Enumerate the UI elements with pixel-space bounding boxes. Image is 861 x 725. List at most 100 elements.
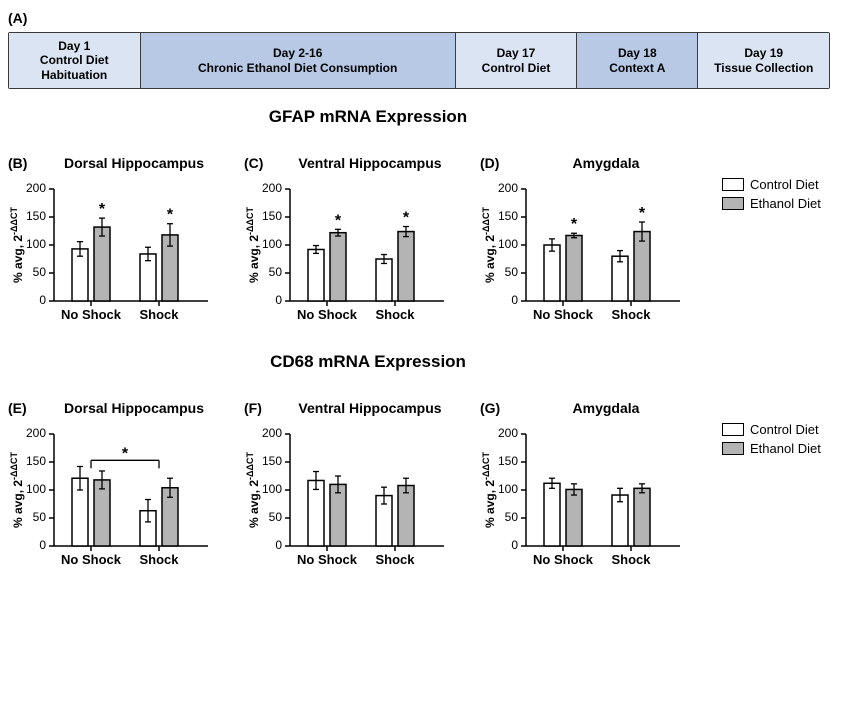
svg-text:No Shock: No Shock: [533, 307, 594, 322]
svg-text:0: 0: [275, 293, 282, 307]
svg-text:Shock: Shock: [139, 307, 179, 322]
svg-text:150: 150: [26, 209, 46, 223]
legend-swatch: [722, 423, 744, 436]
svg-text:50: 50: [269, 265, 283, 279]
svg-text:% avg, 2-ΔΔCT: % avg, 2-ΔΔCT: [481, 452, 497, 528]
timeline-cell: Day 17Control Diet: [456, 33, 577, 88]
timeline-day: Day 18: [618, 46, 657, 60]
timeline-desc: Control DietHabituation: [40, 53, 109, 82]
chart-title: Ventral Hippocampus: [266, 155, 474, 171]
svg-text:50: 50: [33, 510, 47, 524]
chart-head: (C)Ventral Hippocampus: [244, 137, 474, 171]
legend-swatch: [722, 197, 744, 210]
panel-letter: (G): [480, 400, 502, 416]
svg-text:200: 200: [498, 181, 518, 195]
bar-chart-D: 050100150200% avg, 2-ΔΔCT*No Shock*Shock: [480, 173, 690, 333]
chart-block: (F)Ventral Hippocampus 0 50 100 150 200% avg,…: [244, 382, 474, 583]
chart-legend: Control Diet Ethanol Diet: [722, 422, 821, 460]
chart-title: Amygdala: [502, 400, 710, 416]
timeline-cell: Day 19Tissue Collection: [698, 33, 829, 88]
svg-text:*: *: [122, 445, 129, 462]
panel-letter: (D): [480, 155, 502, 171]
bar-chart-F: 050100150200% avg, 2-ΔΔCTNo ShockShock: [244, 418, 454, 578]
legend-swatch: [722, 178, 744, 191]
svg-text:No Shock: No Shock: [297, 552, 358, 567]
svg-text:0: 0: [275, 538, 282, 552]
legend-label: Control Diet: [750, 177, 819, 192]
chart-title: Ventral Hippocampus: [266, 400, 474, 416]
svg-text:No Shock: No Shock: [61, 307, 122, 322]
chart-legend: Control Diet Ethanol Diet: [722, 177, 821, 215]
panel-letter: (F): [244, 400, 266, 416]
chart-title: Amygdala: [502, 155, 710, 171]
svg-text:200: 200: [498, 426, 518, 440]
panel-letter-a: (A): [8, 10, 27, 26]
timeline-desc: Control Diet: [482, 61, 551, 75]
chart-block: (E)Dorsal Hippocampus050100150200% avg, …: [8, 382, 238, 583]
chart-head: (G)Amygdala: [480, 382, 710, 416]
svg-text:No Shock: No Shock: [297, 307, 358, 322]
svg-text:*: *: [639, 205, 646, 222]
svg-text:*: *: [403, 210, 410, 227]
chart-block: (G)Amygdala050100150200% avg, 2-ΔΔCTNo S…: [480, 382, 710, 583]
svg-text:0: 0: [39, 538, 46, 552]
legend-label: Control Diet: [750, 422, 819, 437]
svg-text:100: 100: [262, 482, 282, 496]
svg-text:150: 150: [498, 209, 518, 223]
svg-text:Shock: Shock: [139, 552, 179, 567]
timeline-desc: Context A: [609, 61, 665, 75]
svg-text:50: 50: [33, 265, 47, 279]
timeline-day: Day 2-16: [273, 46, 322, 60]
bar-chart-E: 0 50 100 150 200% avg, 2-ΔΔCT No Shock Shock *: [8, 418, 218, 578]
panel-letter: (C): [244, 155, 266, 171]
svg-text:% avg, 2-ΔΔCT: % avg, 2-ΔΔCT: [245, 452, 261, 528]
svg-text:0: 0: [511, 538, 518, 552]
legend-item: Ethanol Diet: [722, 196, 821, 211]
timeline-desc: Tissue Collection: [714, 61, 813, 75]
timeline-cell: Day 2-16Chronic Ethanol Diet Consumption: [141, 33, 456, 88]
chart-row-gfap: (B)Dorsal Hippocampus050100150200% avg, …: [8, 137, 853, 338]
chart-row-cd68: (E)Dorsal Hippocampus050100150200% avg, …: [8, 382, 853, 583]
svg-text:200: 200: [262, 426, 282, 440]
svg-text:100: 100: [26, 237, 46, 251]
svg-text:150: 150: [498, 454, 518, 468]
svg-text:50: 50: [269, 510, 283, 524]
legend-item: Control Diet: [722, 422, 821, 437]
svg-text:150: 150: [26, 454, 46, 468]
timeline-day: Day 1: [58, 39, 90, 53]
svg-text:Shock: Shock: [611, 552, 651, 567]
legend-label: Ethanol Diet: [750, 196, 821, 211]
svg-text:150: 150: [262, 209, 282, 223]
legend-item: Control Diet: [722, 177, 821, 192]
experiment-timeline: Day 1Control DietHabituationDay 2-16Chro…: [8, 32, 830, 89]
timeline-desc: Chronic Ethanol Diet Consumption: [198, 61, 397, 75]
bar-chart-B: 050100150200% avg, 2-ΔΔCT*No Shock*Shock: [8, 173, 218, 333]
timeline-cell: Day 1Control DietHabituation: [9, 33, 141, 88]
timeline-cell: Day 18Context A: [577, 33, 698, 88]
svg-text:No Shock: No Shock: [533, 552, 594, 567]
chart-head: (F)Ventral Hippocampus: [244, 382, 474, 416]
chart-block: (B)Dorsal Hippocampus050100150200% avg, …: [8, 137, 238, 338]
svg-text:% avg, 2-ΔΔCT: % avg, 2-ΔΔCT: [9, 452, 25, 528]
section-title-gfap: GFAP mRNA Expression: [8, 107, 728, 127]
svg-text:No Shock: No Shock: [61, 552, 122, 567]
svg-text:100: 100: [498, 237, 518, 251]
section-title-cd68: CD68 mRNA Expression: [8, 352, 728, 372]
svg-text:*: *: [99, 201, 106, 218]
svg-text:% avg, 2-ΔΔCT: % avg, 2-ΔΔCT: [9, 207, 25, 283]
bar-chart-G: 050100150200% avg, 2-ΔΔCTNo ShockShock: [480, 418, 690, 578]
legend-swatch: [722, 442, 744, 455]
svg-text:Shock: Shock: [611, 307, 651, 322]
legend-label: Ethanol Diet: [750, 441, 821, 456]
svg-text:100: 100: [26, 482, 46, 496]
timeline-day: Day 19: [744, 46, 783, 60]
svg-text:200: 200: [26, 426, 46, 440]
timeline-panel: (A) Day 1Control DietHabituationDay 2-16…: [8, 10, 853, 89]
svg-text:100: 100: [498, 482, 518, 496]
svg-text:% avg, 2-ΔΔCT: % avg, 2-ΔΔCT: [481, 207, 497, 283]
panel-letter: (E): [8, 400, 30, 416]
timeline-day: Day 17: [497, 46, 536, 60]
svg-text:50: 50: [505, 265, 519, 279]
svg-text:150: 150: [262, 454, 282, 468]
svg-text:0: 0: [39, 293, 46, 307]
